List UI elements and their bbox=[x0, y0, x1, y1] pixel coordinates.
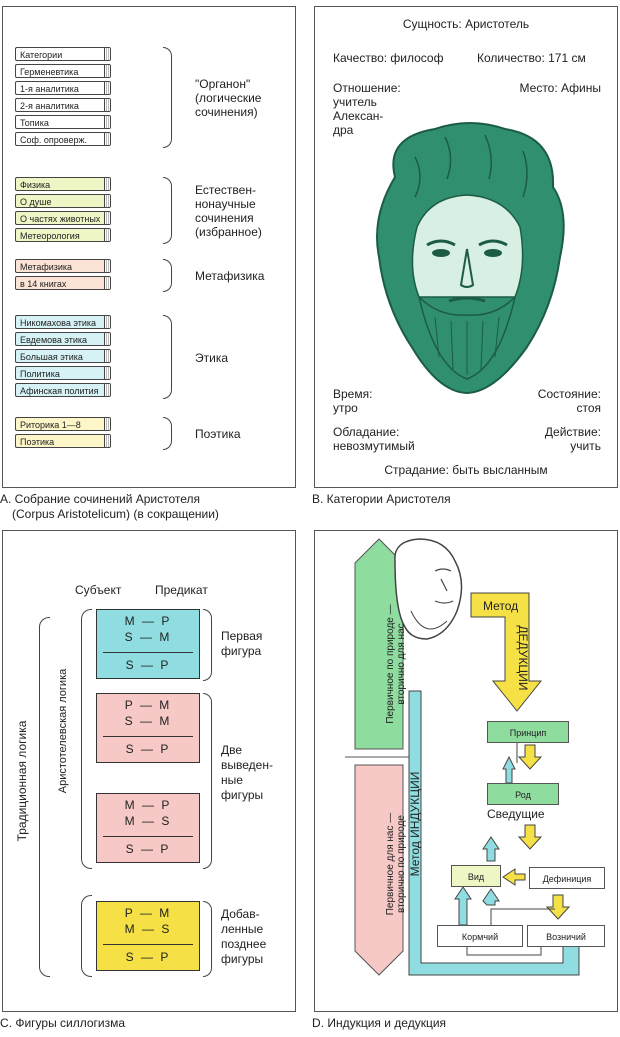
panel-d-induction-deduction: Первичное по природе — вторично для нас П… bbox=[314, 530, 618, 1012]
premise-row: M — P bbox=[124, 798, 172, 812]
book-spine: Категории bbox=[15, 47, 111, 61]
group-bracket bbox=[163, 177, 172, 244]
group-bracket bbox=[163, 315, 172, 399]
suffering-label: Страдание: быть высланным bbox=[384, 463, 548, 477]
book-spine: Большая этика bbox=[15, 349, 111, 363]
primary-nature-label: Первичное по природе — вторично для нас bbox=[385, 604, 407, 724]
premise-row: M — P bbox=[124, 614, 172, 628]
book-spine: Афинская полития bbox=[15, 383, 111, 397]
book-spine: Герменевтика bbox=[15, 64, 111, 78]
definition-box: Дефиниция bbox=[529, 867, 605, 889]
induction-label: Метод ИНДУКЦИИ bbox=[408, 771, 422, 877]
group-label: Метафизика bbox=[195, 269, 265, 283]
syllogism-figure: P — M S — M S — P bbox=[96, 693, 200, 763]
primary-us-label: Первичное для нас — вторично по природе bbox=[385, 812, 407, 916]
book-spine: Евдемова этика bbox=[15, 332, 111, 346]
panel-b-caption: B. Категории Аристотеля bbox=[312, 492, 451, 506]
group-bracket bbox=[163, 417, 172, 450]
conclusion-line bbox=[103, 652, 193, 653]
book-spine: Соф. опроверж. bbox=[15, 132, 111, 146]
derived-figures-bracket bbox=[203, 693, 212, 869]
subject-header: Субъект bbox=[75, 583, 122, 597]
predicate-header: Предикат bbox=[155, 583, 208, 597]
added-figures-label: Добав-ленные позднее фигуры bbox=[221, 907, 267, 966]
aristotle-head-illustration bbox=[376, 122, 565, 395]
panel-c-syllogism: Субъект Предикат Традиционная логика Ари… bbox=[2, 530, 296, 1012]
conclusion-line bbox=[103, 736, 193, 737]
group-bracket bbox=[163, 47, 172, 148]
aristotelian-bracket bbox=[81, 609, 92, 869]
syllogism-figure: P — M M — S S — P bbox=[96, 901, 200, 971]
group-label: "Органон" (логические сочинения) bbox=[195, 77, 262, 119]
group-label: Поэтика bbox=[195, 427, 241, 441]
conclusion-line bbox=[103, 836, 193, 837]
genus-box: Род bbox=[487, 783, 559, 805]
book-spine: Поэтика bbox=[15, 434, 111, 448]
book-spine: Никомахова этика bbox=[15, 315, 111, 329]
aristotelian-logic-label: Аристотелевская логика bbox=[57, 668, 69, 794]
group-label: Естествен-нонаучные сочинения (избранное) bbox=[195, 183, 262, 239]
time-label: Время: утро bbox=[333, 387, 373, 415]
syllogism-figure: M — P S — M S — P bbox=[96, 609, 200, 679]
book-spine: Физика bbox=[15, 177, 111, 191]
deduction-label: ДЕДУКЦИИ bbox=[516, 625, 530, 691]
rower-box: Кормчий bbox=[437, 925, 523, 947]
premise-row: S — M bbox=[124, 714, 172, 728]
conclusion-line bbox=[103, 944, 193, 945]
premise-row: S — P bbox=[125, 658, 171, 672]
quality-label: Качество: философ bbox=[333, 51, 444, 65]
action-label: Действие: учить bbox=[544, 425, 601, 453]
syllogism-figure: M — P M — S S — P bbox=[96, 793, 200, 863]
deduction-arrow bbox=[470, 592, 543, 712]
knowing-label: Сведущие bbox=[487, 807, 545, 821]
panel-a-caption: A. Собрание сочинений Аристотеля (Corpus… bbox=[0, 492, 219, 521]
state-label: Состояние: стоя bbox=[537, 387, 601, 415]
essence-label: Сущность: Аристотель bbox=[402, 17, 530, 31]
book-spine: 1-я аналитика bbox=[15, 81, 111, 95]
premise-row: S — M bbox=[124, 630, 172, 644]
premise-row: M — S bbox=[124, 814, 172, 828]
book-spine: 2-я аналитика bbox=[15, 98, 111, 112]
added-figures-bracket bbox=[203, 901, 212, 977]
relation-label: Отношение: учитель Алексан-дра bbox=[333, 81, 401, 137]
panel-b-categories: Сущность: Аристотель Качество: философ К… bbox=[314, 6, 618, 488]
book-spine: О душе bbox=[15, 194, 111, 208]
group-bracket bbox=[163, 259, 172, 292]
group-label: Этика bbox=[195, 350, 229, 365]
induction-arrow bbox=[408, 690, 580, 976]
premise-row: S — P bbox=[125, 842, 171, 856]
book-spine: в 14 книгах bbox=[15, 276, 111, 290]
driver-box: Возничий bbox=[527, 925, 605, 947]
premise-row: P — M bbox=[124, 906, 172, 920]
book-spine: Метафизика bbox=[15, 259, 111, 273]
book-spine: О частях животных bbox=[15, 211, 111, 225]
premise-row: M — S bbox=[124, 922, 172, 936]
method-label: Метод bbox=[483, 599, 519, 613]
panel-d-caption: D. Индукция и дедукция bbox=[312, 1016, 447, 1030]
premise-row: P — M bbox=[124, 698, 172, 712]
book-spine: Политика bbox=[15, 366, 111, 380]
primary-nature-arrow bbox=[354, 538, 404, 750]
species-box: Вид bbox=[451, 865, 501, 887]
premise-row: S — P bbox=[125, 742, 171, 756]
principle-box: Принцип bbox=[487, 721, 569, 743]
added-bracket bbox=[81, 895, 92, 977]
induction-deduction-diagram bbox=[345, 538, 580, 976]
place-label: Место: Афины bbox=[519, 81, 601, 95]
panel-a-corpus: Категории Герменевтика 1-я аналитика 2-я ан… bbox=[2, 6, 296, 488]
first-figure-label: Первая фигура bbox=[221, 629, 263, 658]
derived-figures-label: Две выведен-ные фигуры bbox=[221, 743, 273, 802]
first-figure-bracket bbox=[203, 609, 212, 681]
traditional-bracket bbox=[39, 617, 50, 977]
book-spine: Метеорология bbox=[15, 228, 111, 242]
book-spine: Топика bbox=[15, 115, 111, 129]
premise-row: S — P bbox=[125, 950, 171, 964]
panel-c-caption: C. Фигуры силлогизма bbox=[0, 1016, 126, 1030]
book-spine: Риторика 1—8 bbox=[15, 417, 111, 431]
traditional-logic-label: Традиционная логика bbox=[15, 720, 29, 842]
possession-label: Обладание: невозмутимый bbox=[333, 425, 415, 453]
primary-us-arrow bbox=[354, 764, 404, 976]
quantity-label: Количество: 171 см bbox=[477, 51, 586, 65]
